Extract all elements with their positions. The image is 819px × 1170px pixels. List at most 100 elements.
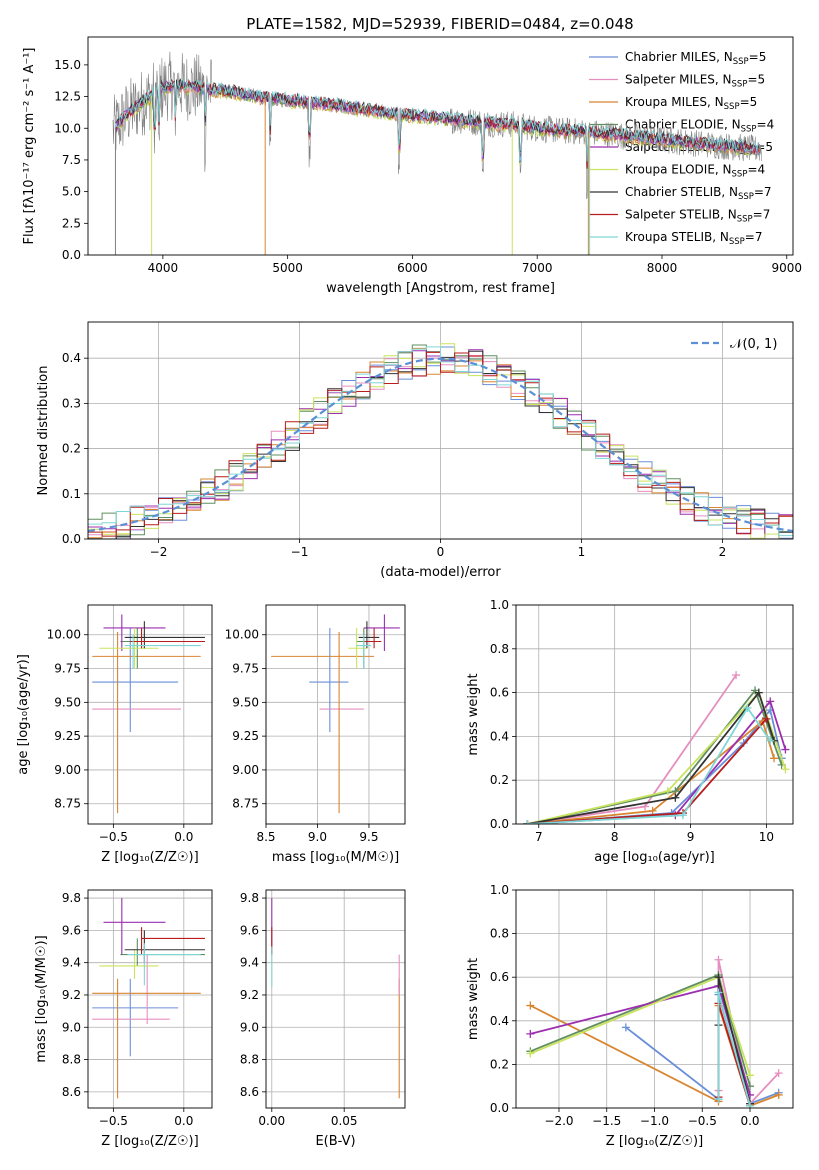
- massweight_vs_Z-marker: [774, 1069, 783, 1078]
- legend-label-suffix: =7: [753, 208, 771, 222]
- residuals-ytick-label: 0.0: [62, 532, 81, 546]
- massweight_vs_Z-xlabel: Z [log₁₀(Z/Z☉)]: [606, 1134, 703, 1149]
- legend-label-text: Kroupa ELODIE, N: [625, 163, 732, 177]
- massweight_vs_age-marker: [781, 765, 790, 774]
- legend-label: Kroupa MILES, NSSP=5: [625, 95, 757, 112]
- mass_vs_ebv-xtick-label: 0.05: [331, 1114, 358, 1128]
- spectrum-ytick-label: 10.0: [54, 121, 81, 135]
- age_vs_Z-xlabel: Z [log₁₀(Z/Z☉)]: [101, 850, 198, 865]
- residuals-ytick-label: 0.2: [62, 442, 81, 456]
- massweight_vs_Z-plot-area: [526, 955, 783, 1108]
- mass_vs_Z-ytick-label: 9.4: [62, 956, 81, 970]
- residuals-ylabel: Normed distribution: [36, 366, 51, 496]
- massweight_vs_age-marker: [781, 745, 790, 754]
- spectrum-ylabel: Flux [fλ10⁻¹⁷ erg cm⁻² s⁻¹ A⁻¹]: [22, 48, 37, 245]
- massweight_vs_age-marker: [754, 688, 763, 697]
- residuals-xtick-label: −2: [150, 545, 168, 559]
- residuals-axes: −2 −1 0 1 2 0.0 0.1 0.2 0.3 0.4 (data-model)/error…: [36, 321, 794, 580]
- mass_vs_Z-ytick-label: 8.6: [62, 1085, 81, 1099]
- mass_vs_ebv-axes: 0.00 0.05 8.6 8.8 9.0 9.2 9.4 9.6 9.8 E(B-V): [240, 889, 406, 1149]
- residuals-plot-area: [88, 343, 793, 539]
- massweight_vs_Z-ytick-label: 0.6: [490, 970, 509, 984]
- massweight_vs_age-ytick-label: 1.0: [490, 598, 509, 612]
- age_vs_mass-xtick-label: 8.5: [256, 830, 275, 844]
- massweight_vs_age-xtick-label: 7: [535, 830, 543, 844]
- legend-label-sub: SSP: [732, 170, 748, 180]
- spectrum-xlabel: wavelength [Angstrom, rest frame]: [326, 281, 555, 296]
- age_vs_Z-axes: −0.5 0.0 8.75 9.00 9.25 9.50 9.75 10.00 Z [log₁₀…: [16, 604, 213, 865]
- massweight_vs_Z-axes: −2.0 −1.5 −1.0 −0.5 0.0 0.0 0.2 0.4 0.6 0.8 1.0 Z […: [466, 883, 794, 1149]
- spectrum-axes: 4000 5000 6000 7000 8000 9000 0.0 2.5 5.0 7.5 10.0…: [22, 36, 802, 296]
- spectrum-xtick-label: 8000: [647, 261, 678, 275]
- legend-label-sub: SSP: [737, 215, 753, 225]
- age_vs_Z-ylabel: age [log₁₀(age/yr)]: [16, 654, 31, 775]
- massweight_vs_Z-marker: [774, 1090, 783, 1099]
- massweight_vs_age-xtick-label: 8: [611, 830, 619, 844]
- legend-label-text: Chabrier ELODIE, N: [625, 118, 741, 132]
- massweight_vs_Z-frame: [515, 889, 794, 1109]
- residuals-ytick-label: 0.1: [62, 487, 81, 501]
- spectrum-model-line-c8: [115, 78, 760, 162]
- age_vs_Z-ytick-label: 9.75: [54, 662, 81, 676]
- age_vs_mass-ytick-label: 9.50: [232, 695, 259, 709]
- age_vs_mass-ytick-label: 9.00: [232, 763, 259, 777]
- mass_vs_ebv-ytick-label: 8.6: [240, 1085, 259, 1099]
- massweight_vs_Z-marker: [526, 1001, 535, 1010]
- massweight_vs_Z-series-c6: [717, 976, 751, 1104]
- massweight_vs_age-series-c8: [527, 706, 771, 824]
- legend-label-suffix: =7: [754, 185, 772, 199]
- age_vs_Z-xtick-label: 0.0: [174, 830, 193, 844]
- massweight_vs_age-marker: [732, 671, 741, 680]
- legend-label-text: Salpeter MILES, N: [625, 73, 732, 87]
- massweight_vs_Z-xtick-label: −1.5: [592, 1114, 621, 1128]
- massweight_vs_Z-xtick-label: −1.0: [640, 1114, 669, 1128]
- massweight_vs_age-xtick-label: 10: [759, 830, 774, 844]
- massweight_vs_Z-series-c3: [529, 973, 751, 1087]
- massweight_vs_Z-xtick-label: −0.5: [688, 1114, 717, 1128]
- massweight_vs_Z-marker: [714, 955, 723, 964]
- spectrum-xtick-label: 6000: [397, 261, 428, 275]
- massweight_vs_Z-ytick-label: 0.4: [490, 1014, 509, 1028]
- legend-label-text: Chabrier STELIB, N: [625, 185, 738, 199]
- mass_vs_Z-ylabel: mass [log₁₀(M/M☉)]: [34, 935, 49, 1062]
- massweight_vs_age-series-c2: [527, 719, 775, 824]
- spectrum-ytick-label: 0.0: [62, 248, 81, 262]
- mass_vs_ebv-plot-area: [271, 898, 400, 1099]
- legend-label: Kroupa ELODIE, NSSP=4: [625, 163, 765, 180]
- mass_vs_Z-ytick-label: 9.8: [62, 891, 81, 905]
- spectrum-ytick-label: 12.5: [54, 90, 81, 104]
- massweight_vs_Z-ytick-label: 0.0: [490, 1101, 509, 1115]
- mass_vs_Z-frame: [87, 889, 213, 1109]
- residuals-ytick-label: 0.4: [62, 351, 81, 365]
- massweight_vs_Z-marker: [526, 1029, 535, 1038]
- residual-histogram-c8: [88, 346, 793, 537]
- age_vs_Z-xtick-label: −0.5: [99, 830, 128, 844]
- residuals-xtick-label: 2: [719, 545, 727, 559]
- residuals-ytick-label: 0.3: [62, 396, 81, 410]
- massweight_vs_Z-marker: [746, 1101, 755, 1108]
- residuals-xtick-label: 1: [578, 545, 586, 559]
- spectrum-ytick-label: 5.0: [62, 185, 81, 199]
- legend-label-suffix: =5: [747, 73, 765, 87]
- massweight_vs_age-marker: [770, 754, 779, 763]
- age_vs_mass-xlabel: mass [log₁₀(M/M☉)]: [272, 850, 399, 865]
- spectrum-model-line-c4: [115, 80, 760, 167]
- spectrum-xtick-label: 4000: [148, 261, 179, 275]
- spectrum-xtick-label: 7000: [522, 261, 553, 275]
- legend-label-sub: SSP: [733, 57, 749, 67]
- age_vs_Z-ytick-label: 8.75: [54, 797, 81, 811]
- massweight_vs_age-marker: [663, 787, 672, 796]
- legend-label-suffix: =4: [757, 118, 775, 132]
- mass_vs_ebv-ytick-label: 9.6: [240, 923, 259, 937]
- spectrum-plot-area: [112, 51, 763, 255]
- massweight_vs_Z-ytick-label: 0.8: [490, 927, 509, 941]
- mass_vs_ebv-ytick-label: 9.4: [240, 956, 259, 970]
- spectrum-ytick-label: 15.0: [54, 58, 81, 72]
- massweight_vs_Z-marker: [714, 988, 723, 997]
- mass_vs_Z-ytick-label: 9.0: [62, 1020, 81, 1034]
- legend-label-suffix: =5: [749, 50, 767, 64]
- age_vs_mass-xtick-label: 9.5: [359, 830, 378, 844]
- massweight_vs_age-marker: [678, 811, 687, 820]
- legend-label: Salpeter MILES, NSSP=5: [625, 73, 765, 90]
- legend-label-sub: SSP: [729, 237, 745, 247]
